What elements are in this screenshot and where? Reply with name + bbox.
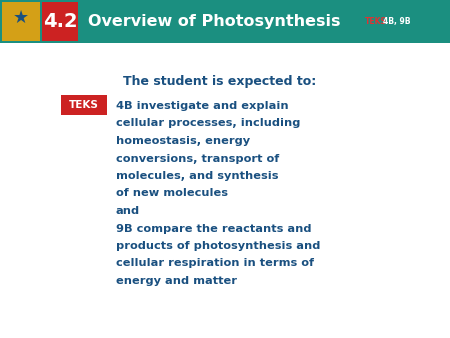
Text: molecules, and synthesis: molecules, and synthesis bbox=[116, 171, 279, 181]
FancyBboxPatch shape bbox=[0, 0, 450, 43]
Text: cellular processes, including: cellular processes, including bbox=[116, 119, 301, 128]
Text: of new molecules: of new molecules bbox=[116, 189, 228, 198]
Text: and: and bbox=[116, 206, 140, 216]
Text: energy and matter: energy and matter bbox=[116, 276, 237, 286]
Text: 9B compare the reactants and: 9B compare the reactants and bbox=[116, 223, 311, 234]
FancyBboxPatch shape bbox=[42, 2, 78, 41]
Text: TEKS: TEKS bbox=[365, 17, 387, 26]
Text: Overview of Photosynthesis: Overview of Photosynthesis bbox=[88, 14, 341, 29]
FancyBboxPatch shape bbox=[2, 2, 40, 41]
Text: homeostasis, energy: homeostasis, energy bbox=[116, 136, 250, 146]
Text: 4B, 9B: 4B, 9B bbox=[383, 17, 410, 26]
FancyBboxPatch shape bbox=[60, 95, 107, 115]
Text: TEKS: TEKS bbox=[68, 99, 99, 110]
Text: 4B investigate and explain: 4B investigate and explain bbox=[116, 101, 288, 111]
Text: ★: ★ bbox=[13, 9, 29, 27]
Text: conversions, transport of: conversions, transport of bbox=[116, 153, 279, 164]
Text: The student is expected to:: The student is expected to: bbox=[123, 75, 317, 89]
Text: cellular respiration in terms of: cellular respiration in terms of bbox=[116, 259, 314, 268]
Text: 4.2: 4.2 bbox=[43, 12, 77, 31]
Text: products of photosynthesis and: products of photosynthesis and bbox=[116, 241, 320, 251]
